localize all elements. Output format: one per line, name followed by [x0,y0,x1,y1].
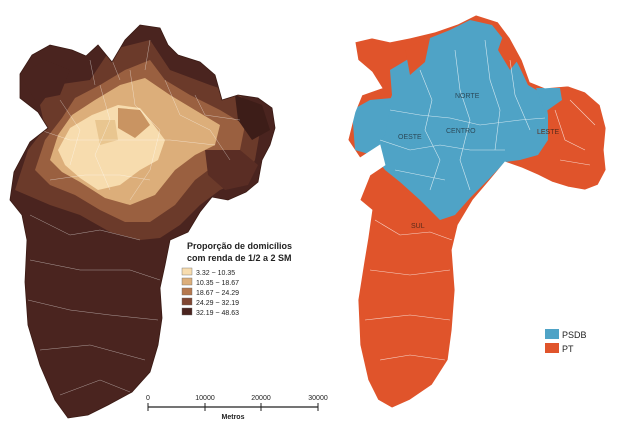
psdb-area-east [536,88,562,112]
region-label-norte: NORTE [455,93,480,100]
map-zone-east [235,95,270,140]
legend-swatch-5 [181,307,193,316]
map-zone-core-west [95,120,118,145]
income-choropleth-map [9,24,276,419]
region-label-oeste: OESTE [398,134,422,141]
legend-label-1: 3.32 ~ 10.35 [196,270,235,277]
scale-bar: 0 10000 20000 30000 Metros [146,395,328,421]
legend-swatch-psdb [545,329,559,339]
scale-label-0: 0 [146,395,150,402]
psdb-area-west [352,98,392,155]
district-borders [27,39,241,396]
legend-swatch-4 [181,297,193,306]
election-legend: PSDB PT [545,329,587,354]
legend-swatch-2 [181,277,193,286]
legend-swatch-pt [545,343,559,353]
scale-label-1: 10000 [195,395,215,402]
pt-pocket-northeast [498,30,522,70]
legend-label-psdb: PSDB [562,330,587,340]
map-zone-core [118,108,150,138]
scale-label-3: 30000 [308,395,328,402]
election-map: NORTE OESTE CENTRO LESTE SUL [347,14,607,409]
legend-label-3: 18.67 ~ 24.29 [196,290,239,297]
map-zone-southeast [205,150,258,190]
pt-pocket-north [405,38,430,75]
scale-unit: Metros [222,414,245,421]
legend-label-2: 10.35 ~ 18.67 [196,280,239,287]
legend-label-pt: PT [562,344,574,354]
legend-title-line2: com renda de 1/2 a 2 SM [187,253,292,263]
income-legend: Proporção de domicílios com renda de 1/2… [181,241,292,317]
region-label-leste: LESTE [537,129,560,136]
scale-label-2: 20000 [251,395,271,402]
legend-swatch-1 [181,267,193,276]
legend-label-4: 24.29 ~ 32.19 [196,300,239,307]
election-district-borders [364,39,596,361]
region-label-centro: CENTRO [446,128,476,135]
region-label-sul: SUL [411,223,425,230]
legend-title-line1: Proporção de domicílios [187,241,292,251]
legend-swatch-3 [181,287,193,296]
legend-label-5: 32.19 ~ 48.63 [196,310,239,317]
map-zone-northwest [20,60,70,100]
